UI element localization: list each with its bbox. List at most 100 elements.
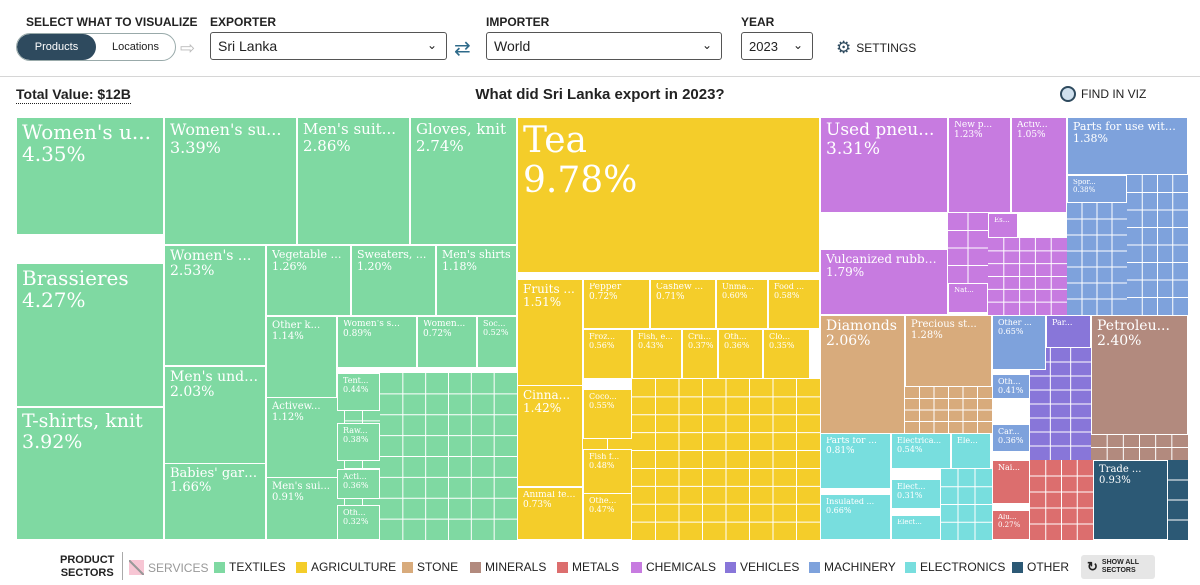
find-in-viz-button[interactable]: FIND IN VIZ bbox=[1060, 86, 1146, 102]
year-select[interactable]: 2023 ⌄ bbox=[741, 32, 813, 60]
treemap-tile[interactable]: Precious st... 1.28% bbox=[905, 315, 992, 387]
treemap-tile[interactable]: Vegetable t... 1.26% bbox=[266, 245, 351, 316]
treemap-tile[interactable]: Other ... 0.65% bbox=[992, 315, 1046, 370]
treemap-tile[interactable]: Ele... bbox=[951, 433, 991, 469]
treemap-tile[interactable]: Cashew ... 0.71% bbox=[650, 279, 716, 329]
legend-item-textiles[interactable]: TEXTILES bbox=[214, 560, 286, 574]
treemap-tile[interactable]: Food ... 0.58% bbox=[768, 279, 820, 329]
treemap-tile[interactable]: Men's suit... 2.86% bbox=[297, 117, 410, 245]
treemap-tile[interactable]: Fish, e... 0.43% bbox=[632, 329, 682, 379]
legend-item-agriculture[interactable]: AGRICULTURE bbox=[296, 560, 396, 574]
treemap-tile[interactable]: Activ... 1.05% bbox=[1011, 117, 1067, 213]
legend-item-stone[interactable]: STONE bbox=[402, 560, 458, 574]
treemap-tile[interactable]: Nat... bbox=[948, 283, 988, 313]
tile-label: Tea bbox=[523, 121, 587, 161]
tile-value: 1.05% bbox=[1017, 129, 1046, 140]
tile-label: Diamonds bbox=[826, 319, 897, 334]
treemap-tile[interactable]: Raw... 0.38% bbox=[337, 423, 380, 461]
total-value[interactable]: Total Value: $12B bbox=[16, 86, 131, 104]
treemap-tile[interactable]: Petroleu... 2.40% bbox=[1091, 315, 1188, 435]
treemap-tile[interactable]: Acti... 0.36% bbox=[337, 469, 380, 499]
swap-icon[interactable]: ⇄ bbox=[454, 38, 471, 60]
treemap-tile[interactable]: Tent... 0.44% bbox=[337, 373, 380, 411]
treemap-tile[interactable]: Gloves, knit 2.74% bbox=[410, 117, 517, 245]
treemap-tile[interactable]: Unma... 0.60% bbox=[716, 279, 768, 329]
treemap-tile[interactable]: Elect... bbox=[891, 515, 941, 540]
show-all-label: SHOW ALL SECTORS bbox=[1101, 559, 1139, 574]
tile-value: 0.52% bbox=[483, 327, 509, 337]
treemap-tile[interactable]: Pepper 0.72% bbox=[583, 279, 650, 329]
importer-select[interactable]: World ⌄ bbox=[486, 32, 722, 60]
settings-button[interactable]: ⚙ SETTINGS bbox=[836, 38, 916, 58]
toggle-locations[interactable]: Locations bbox=[111, 41, 160, 53]
treemap-tile[interactable]: Othe... 0.47% bbox=[583, 493, 632, 540]
treemap-tile[interactable]: Clo... 0.35% bbox=[763, 329, 810, 379]
treemap-tile[interactable]: Electrica... 0.54% bbox=[891, 433, 951, 469]
treemap-tile[interactable]: Tea 9.78% bbox=[517, 117, 820, 273]
legend-item-electronics[interactable]: ELECTRONICS bbox=[905, 560, 1005, 574]
legend-label: VEHICLES bbox=[740, 560, 800, 574]
treemap-tile[interactable]: Soc... 0.52% bbox=[477, 316, 517, 368]
tile-value: 2.03% bbox=[170, 384, 215, 401]
tile-label: Women's su... bbox=[170, 121, 282, 139]
treemap-tile[interactable]: Women... 0.72% bbox=[417, 316, 477, 368]
treemap-tile[interactable]: Coco... 0.55% bbox=[583, 389, 632, 439]
legend-item-machinery[interactable]: MACHINERY bbox=[809, 560, 896, 574]
legend-swatch bbox=[905, 561, 916, 573]
treemap-tile[interactable]: Crus...0.37% bbox=[682, 329, 718, 379]
treemap-tile[interactable]: Women's su... 3.39% bbox=[164, 117, 297, 245]
treemap-tile[interactable]: Spor... 0.38% bbox=[1067, 175, 1127, 203]
legend-item-minerals[interactable]: MINERALS bbox=[470, 560, 546, 574]
treemap-tile[interactable]: Fish f... 0.48% bbox=[583, 449, 632, 499]
treemap-tile[interactable]: Vulcanized rubbe... 1.79% bbox=[820, 249, 948, 315]
treemap-tile[interactable]: Used pneu... 3.31% bbox=[820, 117, 948, 213]
tile-label: Other k... bbox=[272, 320, 321, 331]
treemap-tile[interactable]: Parts for use with ... 1.38% bbox=[1067, 117, 1188, 175]
treemap-tile[interactable]: New p... 1.23% bbox=[948, 117, 1011, 213]
treemap-tile[interactable]: Insulated ... 0.66% bbox=[820, 494, 891, 540]
legend-item-other[interactable]: OTHER bbox=[1012, 560, 1069, 574]
treemap-tile[interactable]: Fruits ... 1.51% bbox=[517, 279, 583, 399]
treemap-tile[interactable]: Oth... 0.36% bbox=[718, 329, 763, 379]
treemap-tile[interactable]: Ess... bbox=[988, 213, 1018, 238]
treemap-tile[interactable]: Car... 0.36% bbox=[992, 424, 1030, 452]
toggle-products[interactable]: Products bbox=[17, 34, 96, 60]
tile-value: 0.36% bbox=[998, 435, 1024, 445]
show-all-sectors-button[interactable]: ↻ SHOW ALL SECTORS bbox=[1081, 555, 1155, 579]
treemap-tile[interactable]: Alu... 0.27% bbox=[992, 510, 1030, 540]
treemap-tile[interactable]: Froz... 0.56% bbox=[583, 329, 632, 379]
treemap-tile[interactable]: Brassieres 4.27% bbox=[16, 263, 164, 407]
legend-label: MINERALS bbox=[485, 560, 547, 574]
treemap-tile[interactable]: T-shirts, knit 3.92% bbox=[16, 407, 164, 540]
treemap-tile[interactable]: Babies' garm... 1.66% bbox=[164, 463, 266, 540]
tile-value: 3.31% bbox=[826, 138, 881, 159]
tile-value: 0.43% bbox=[638, 340, 664, 350]
treemap-tile[interactable]: Sweaters, ... 1.20% bbox=[351, 245, 436, 316]
treemap-tile[interactable]: Women's s... 0.89% bbox=[337, 316, 417, 368]
treemap-tile[interactable]: Cinna... 1.42% bbox=[517, 385, 583, 487]
treemap-tile[interactable]: Elect... 0.31% bbox=[891, 479, 941, 509]
legend-item-vehicles[interactable]: VEHICLES bbox=[725, 560, 799, 574]
legend-item-services[interactable]: SERVICES bbox=[129, 560, 208, 575]
treemap-tile[interactable]: Parts for ... 0.81% bbox=[820, 433, 891, 489]
treemap-tile[interactable]: Animal feed 0.73% bbox=[517, 487, 583, 540]
treemap-tile[interactable]: Men's shirts 1.18% bbox=[436, 245, 517, 316]
tile-value: 0.60% bbox=[722, 290, 748, 300]
treemap-tile[interactable]: Nai... bbox=[992, 460, 1030, 504]
exporter-select[interactable]: Sri Lanka ⌄ bbox=[210, 32, 447, 60]
treemap-tile[interactable]: Diamonds 2.06% bbox=[820, 315, 905, 437]
tile-value: 0.66% bbox=[826, 505, 852, 515]
treemap-tile[interactable]: Women's u... 4.35% bbox=[16, 117, 164, 235]
treemap-tile[interactable]: Trade ... 0.93% bbox=[1093, 460, 1168, 540]
legend-item-metals[interactable]: METALS bbox=[557, 560, 619, 574]
treemap-tile[interactable]: Par... bbox=[1046, 315, 1091, 348]
treemap-tile[interactable]: Men's sui... 0.91% bbox=[266, 477, 345, 540]
legend-item-chemicals[interactable]: CHEMICALS bbox=[631, 560, 716, 574]
tile-value: 0.71% bbox=[656, 291, 685, 302]
treemap-tile[interactable]: Oth... 0.32% bbox=[337, 505, 380, 540]
treemap-tile[interactable]: Women's ... 2.53% bbox=[164, 245, 266, 366]
legend-label: METALS bbox=[572, 560, 620, 574]
treemap-tile[interactable]: Oth... 0.41% bbox=[992, 374, 1030, 399]
tile-value: 2.06% bbox=[826, 333, 871, 350]
treemap-tile[interactable]: Men's unde... 2.03% bbox=[164, 366, 266, 469]
